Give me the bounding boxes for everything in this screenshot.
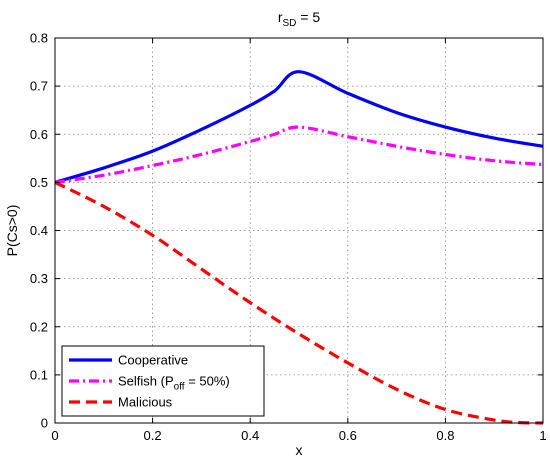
ticks: 0 0.2 0.4 0.6 0.8 1 0 0.1 0.2 0.3 0.4 0.5 0.6 0.7 0.8 <box>30 31 547 444</box>
legend-label-text: Cooperative <box>118 353 188 368</box>
x-tick-label: 0.6 <box>339 428 357 443</box>
chart-title: rSD = 5 <box>278 9 321 29</box>
series-layer <box>54 70 544 425</box>
y-axis-label: P(Cs>0) <box>4 205 20 257</box>
legend-label-selfish-p: Selfish (Poff = 50%) <box>118 374 230 393</box>
y-tick-label: 0.8 <box>30 31 48 46</box>
legend: Cooperative Selfish (Poff = 50%) Malicious <box>61 345 265 417</box>
series-line-selfish-p <box>54 125 544 184</box>
title-subscript: SD <box>283 18 297 29</box>
legend-label-subscript: off <box>174 382 185 393</box>
y-tick-label: 0.2 <box>30 319 48 334</box>
x-axis-label: x <box>296 442 303 458</box>
legend-label-text: Malicious <box>118 395 173 410</box>
series-line-malicious <box>54 180 544 425</box>
legend-label-text: Selfish (P <box>118 374 174 389</box>
y-tick-label: 0.3 <box>30 271 48 286</box>
title-base: r <box>278 9 283 25</box>
legend-label-cooperative: Cooperative <box>118 353 188 368</box>
x-tick-label: 0.4 <box>241 428 259 443</box>
y-tick-label: 0.5 <box>30 175 48 190</box>
series-line-cooperative <box>54 70 544 184</box>
x-tick-label: 0 <box>51 428 58 443</box>
legend-label-malicious: Malicious <box>118 395 173 410</box>
title-rest: = 5 <box>296 9 320 25</box>
x-tick-label: 0.8 <box>436 428 454 443</box>
y-tick-label: 0 <box>41 416 48 431</box>
y-tick-label: 0.1 <box>30 367 48 382</box>
x-tick-label: 0.2 <box>144 428 162 443</box>
y-tick-label: 0.6 <box>30 127 48 142</box>
y-tick-label: 0.4 <box>30 223 48 238</box>
y-tick-label: 0.7 <box>30 79 48 94</box>
legend-label-rest: = 50%) <box>185 374 230 389</box>
x-tick-label: 1 <box>539 428 546 443</box>
